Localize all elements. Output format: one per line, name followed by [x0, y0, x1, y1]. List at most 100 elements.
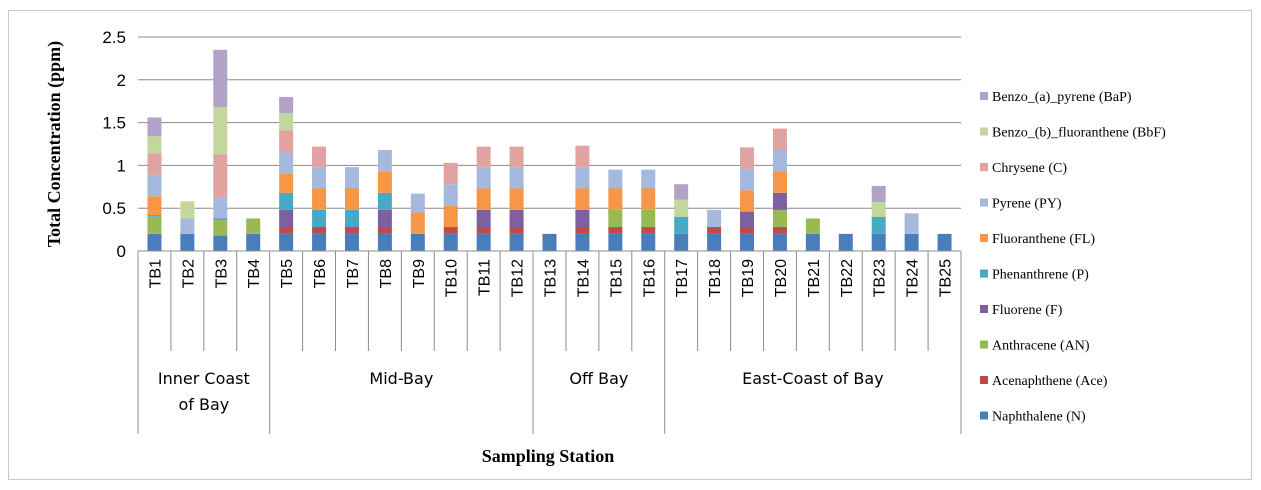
bar-segment	[147, 233, 162, 251]
bar-segment	[871, 233, 886, 251]
bar-segment	[213, 107, 228, 155]
y-axis-ticks: 0 0.5 1 1.5 2 2.5	[102, 28, 126, 261]
bar-segment	[707, 209, 722, 228]
bar-segment	[509, 188, 524, 210]
x-tick-label: TB14	[575, 259, 592, 297]
bar-segment	[509, 146, 524, 168]
legend-label: Benzo_(b)_fluoranthene (BbF)	[992, 126, 1166, 141]
legend-label: Pyrene (PY)	[992, 197, 1062, 212]
bar-segment	[213, 154, 228, 198]
bar-segment	[377, 192, 392, 210]
group-label: of Bay	[178, 395, 229, 414]
x-tick-label: TB3	[213, 259, 230, 288]
legend-label: Naphthalene (N)	[992, 410, 1086, 425]
bar-segment	[575, 227, 590, 234]
y-tick-label: 1.5	[102, 114, 126, 133]
bar-segment	[344, 209, 359, 228]
bar-segment	[674, 184, 689, 200]
bar-segment	[147, 117, 162, 137]
bar-segment	[246, 218, 261, 234]
bar-segment	[246, 233, 261, 251]
bar-segment	[279, 130, 294, 153]
bar-segment	[279, 192, 294, 210]
bar-segment	[740, 147, 755, 169]
bar-segment	[279, 233, 294, 251]
y-axis-title: Total Concentration (ppm)	[44, 41, 65, 247]
bar-segment	[740, 168, 755, 191]
bar-segment	[377, 233, 392, 251]
bar-segment	[344, 227, 359, 234]
bar-segment	[871, 185, 886, 203]
group-label: Mid-Bay	[369, 369, 433, 388]
bar-segment	[312, 188, 327, 210]
bar-segment	[674, 216, 689, 234]
bar-segment	[312, 227, 327, 234]
bar-segment	[180, 233, 195, 251]
legend-label: Chrysene (C)	[992, 161, 1067, 176]
bar-segment	[608, 227, 623, 234]
bar-segment	[312, 146, 327, 168]
bar-segment	[740, 233, 755, 251]
bar-segment	[344, 188, 359, 210]
bar-segment	[509, 167, 524, 189]
bar-segment	[674, 233, 689, 251]
bar-segment	[608, 169, 623, 189]
bars	[147, 49, 952, 251]
bar-segment	[509, 227, 524, 234]
x-tick-label: TB24	[905, 259, 922, 297]
x-tick-label: TB17	[674, 259, 691, 297]
bar-segment	[476, 227, 491, 234]
bar-segment	[772, 227, 787, 234]
bar-segment	[213, 197, 228, 219]
bar-segment	[147, 174, 162, 197]
x-tick-label: TB2	[180, 259, 197, 288]
x-tick-label: TB19	[740, 259, 757, 297]
legend: Benzo_(a)_pyrene (BaP) Benzo_(b)_fluorant…	[980, 90, 1166, 425]
bar-segment	[147, 215, 162, 217]
bar-segment	[608, 188, 623, 210]
x-tick-label: TB16	[641, 259, 658, 297]
bar-segment	[279, 113, 294, 131]
bar-segment	[772, 192, 787, 210]
bar-segment	[740, 190, 755, 212]
x-tick-label: TB20	[773, 259, 790, 297]
legend-label: Benzo_(a)_pyrene (BaP)	[992, 90, 1132, 105]
bar-segment	[509, 233, 524, 251]
bar-segment	[279, 96, 294, 114]
bar-segment	[213, 218, 228, 221]
x-tick-label: TB23	[872, 259, 889, 297]
legend-label: Phenanthrene (P)	[992, 268, 1089, 283]
x-axis: TB1 TB2 TB3 TB4 TB5 TB6 TB7 TB8 TB9 TB10 TB11 TB12 T…	[137, 250, 962, 434]
x-tick-label: TB9	[411, 259, 428, 288]
x-tick-label: TB6	[312, 259, 329, 288]
legend-swatch	[980, 127, 988, 136]
bar-segment	[575, 233, 590, 251]
bar-segment	[377, 209, 392, 228]
bar-segment	[772, 128, 787, 150]
x-tick-label: TB10	[444, 259, 461, 297]
bar-segment	[377, 149, 392, 172]
x-tick-label: TB5	[279, 259, 296, 288]
bar-segment	[476, 167, 491, 189]
x-tick-label: TB21	[806, 259, 823, 297]
bar-segment	[443, 227, 458, 234]
bar-segment	[641, 188, 656, 210]
bar-segment	[937, 233, 952, 251]
bar-segment	[213, 220, 228, 236]
x-tick-label: TB4	[246, 259, 263, 288]
legend-swatch	[980, 376, 988, 384]
legend-swatch	[980, 305, 988, 313]
bar-segment	[707, 233, 722, 251]
bar-segment	[476, 209, 491, 228]
bar-segment	[772, 149, 787, 172]
bar-segment	[344, 167, 359, 189]
bar-segment	[641, 227, 656, 234]
x-axis-title: Sampling Station	[482, 446, 615, 466]
x-tick-label: TB8	[378, 259, 395, 288]
bar-segment	[476, 233, 491, 251]
x-tick-label: TB1	[147, 259, 164, 288]
x-tick-label: TB25	[938, 259, 955, 297]
bar-segment	[805, 218, 820, 234]
bar-segment	[838, 233, 853, 251]
